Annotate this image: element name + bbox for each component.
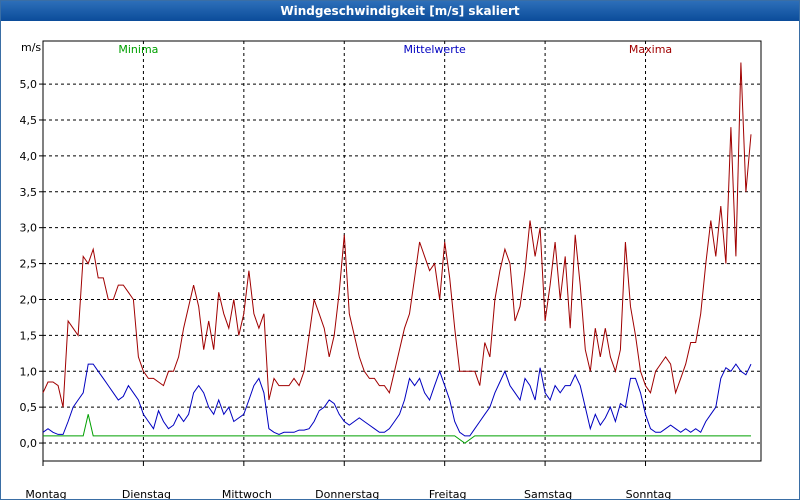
series-line (43, 414, 751, 444)
y-tick-label: 1,0 (20, 365, 38, 378)
chart-title: Windgeschwindigkeit [m/s] skaliert (1, 1, 799, 21)
series-line (42, 62, 752, 408)
series-lines (42, 62, 752, 444)
x-tick-day-label: Freitag (429, 488, 467, 499)
y-tick-label: 3,5 (20, 186, 38, 199)
series-line (42, 363, 752, 437)
wind-speed-chart: 0,0 0,5 1,0 1,5 2,0 2,5 3,0 3,5 4,0 4,5 5,0 m/s Mi… (20, 40, 762, 499)
x-tick-day-label: Mittwoch (222, 488, 272, 499)
plot-area (42, 40, 762, 462)
legend-entry: Minima (118, 43, 158, 56)
y-tick-label: 0,0 (20, 437, 38, 450)
legend: Minima Mittelwerte Maxima (118, 43, 672, 56)
y-tick-label: 1,5 (20, 329, 38, 342)
legend-entry: Maxima (629, 43, 672, 56)
legend-entry: Mittelwerte (403, 43, 466, 56)
x-tick-day-label: Samstag (524, 488, 572, 499)
x-tick-day-label: Dienstag (122, 488, 171, 499)
x-tick-day-label: Sonntag (626, 488, 672, 499)
y-tick-label: 4,5 (20, 114, 38, 127)
y-tick-label: 4,0 (20, 150, 38, 163)
y-axis-label: m/s (21, 41, 41, 54)
y-tick-label: 2,5 (20, 258, 38, 271)
x-axis-ticks: Montag23.06.14Dienstag24.06.14Mittwoch25… (25, 461, 672, 499)
y-tick-label: 5,0 (20, 78, 38, 91)
y-tick-label: 0,5 (20, 401, 38, 414)
x-tick-day-label: Montag (25, 488, 66, 499)
y-tick-label: 2,0 (20, 293, 38, 306)
y-tick-label: 3,0 (20, 222, 38, 235)
x-tick-day-label: Donnerstag (315, 488, 379, 499)
y-axis-ticks: 0,0 0,5 1,0 1,5 2,0 2,5 3,0 3,5 4,0 4,5 5,0 (20, 78, 43, 450)
